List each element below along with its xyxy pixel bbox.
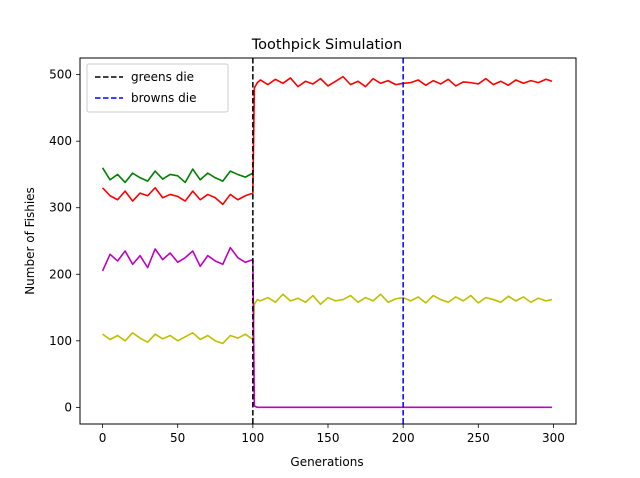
x-tick-label: 250	[467, 431, 490, 445]
x-tick-label: 50	[170, 431, 185, 445]
y-axis: 0 100 200 300 400 500	[49, 68, 80, 414]
y-tick-label: 500	[49, 68, 72, 82]
chart-title: Toothpick Simulation	[251, 37, 402, 53]
vline-layer	[252, 58, 404, 424]
x-tick-label: 100	[241, 431, 264, 445]
x-tick-label: 200	[392, 431, 415, 445]
legend-box	[86, 63, 229, 113]
legend: greens die browns die	[86, 63, 229, 113]
x-tick-label: 300	[542, 431, 565, 445]
series-line-3	[102, 293, 553, 345]
y-tick-label: 300	[49, 201, 72, 215]
y-tick-label: 100	[49, 334, 72, 348]
y-tick-label: 200	[49, 267, 72, 281]
plot-area	[79, 57, 577, 425]
x-axis: 0 50 100 150 200 250 300	[99, 424, 565, 445]
legend-label-greens-die: greens die	[131, 70, 194, 84]
y-tick-label: 400	[49, 134, 72, 148]
series-layer	[101, 75, 553, 409]
x-tick-label: 150	[317, 431, 340, 445]
y-tick-label: 0	[64, 400, 72, 414]
legend-label-browns-die: browns die	[131, 91, 196, 105]
x-tick-label: 0	[99, 431, 107, 445]
y-axis-label: Number of Fishies	[23, 187, 37, 295]
plot-frame	[79, 57, 577, 425]
series-line-2	[101, 75, 553, 206]
x-axis-label: Generations	[290, 455, 363, 469]
series-line-1	[101, 167, 254, 184]
series-line-4	[101, 246, 552, 409]
